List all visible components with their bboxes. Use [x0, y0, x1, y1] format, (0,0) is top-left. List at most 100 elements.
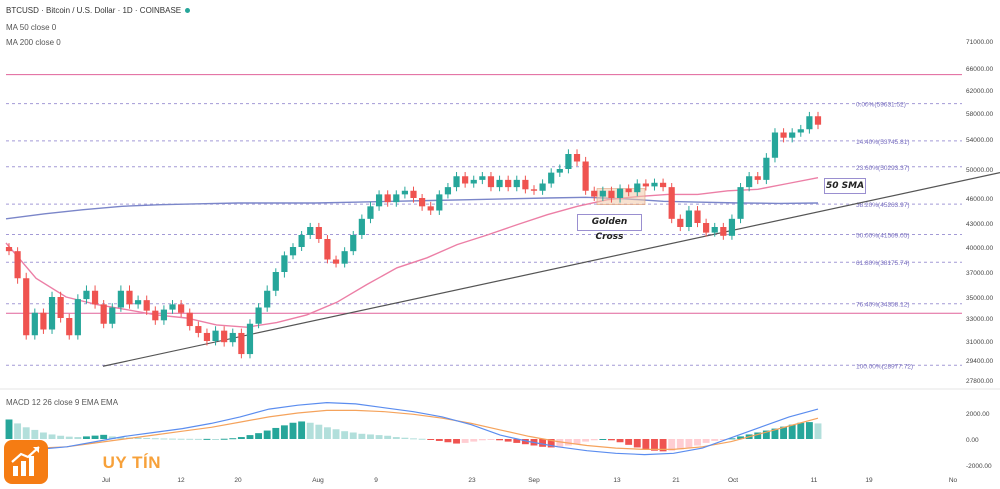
macd-bar: [728, 438, 736, 440]
macd-bar: [194, 438, 202, 440]
macd-bar: [332, 429, 340, 439]
macd-bar: [117, 437, 125, 439]
candle-body: [616, 188, 624, 198]
macd-bar: [780, 426, 788, 439]
time-tick-label: 9: [374, 477, 378, 484]
macd-bar: [625, 439, 633, 445]
macd-bar: [134, 437, 142, 439]
golden-cross-label: Golden Cross: [577, 214, 642, 242]
macd-bar: [676, 439, 684, 450]
price-tick-label: 27800.00: [966, 378, 993, 385]
candle-body: [23, 278, 30, 336]
candle-body: [548, 172, 555, 184]
candle-body: [83, 290, 90, 300]
macd-bar: [711, 439, 719, 441]
macd-bar: [513, 439, 521, 443]
candle-body: [14, 251, 21, 279]
macd-bar: [169, 438, 176, 440]
macd-histogram: [5, 419, 822, 452]
candle-body: [711, 227, 718, 233]
candle-body: [539, 183, 546, 191]
candle-body: [74, 299, 81, 336]
macd-bar: [100, 434, 108, 439]
price-tick-label: 43000.00: [966, 221, 993, 228]
candle-body: [634, 183, 641, 193]
candle-body: [642, 183, 649, 187]
macd-bar: [48, 434, 56, 439]
candle-body: [255, 307, 262, 324]
macd-bar: [65, 436, 73, 439]
macd-bar: [521, 439, 529, 445]
candle-body: [393, 194, 400, 203]
candle-body: [91, 290, 99, 305]
macd-bar: [547, 439, 555, 448]
macd-bar: [212, 439, 219, 440]
candle-body: [436, 194, 443, 211]
candle-body: [264, 290, 271, 308]
candle-body: [31, 312, 38, 336]
macd-bar: [599, 439, 607, 440]
support-trendline: [102, 172, 1000, 367]
macd-bar: [237, 437, 245, 439]
candle-body: [117, 290, 124, 308]
macd-bar: [255, 433, 263, 439]
sma50-label: 50 SMA: [824, 178, 866, 194]
macd-bar: [608, 439, 615, 441]
macd-bar: [306, 422, 314, 439]
macd-bar: [177, 438, 185, 440]
ma200-line: [5, 196, 819, 220]
logo-badge: [4, 440, 48, 484]
candle-body: [685, 210, 693, 227]
macd-bar: [358, 433, 366, 439]
candle-body: [694, 210, 701, 223]
candle-body: [272, 272, 279, 291]
macd-bar: [668, 439, 676, 451]
candle-body: [212, 330, 219, 341]
macd-bar: [633, 439, 641, 448]
macd-bar: [298, 421, 306, 439]
candle-body: [160, 309, 168, 321]
price-tick-label: 29400.00: [966, 358, 993, 365]
candle-body: [100, 304, 107, 324]
price-tick-label: 33000.00: [966, 316, 993, 323]
time-tick-label: Oct: [728, 477, 738, 484]
macd-bar: [478, 439, 486, 441]
ma200-legend: MA 200 close 0: [6, 38, 61, 47]
candle-body: [771, 132, 779, 158]
candle-body: [573, 154, 581, 162]
macd-bar: [31, 429, 39, 439]
macd-bar: [573, 439, 581, 445]
price-tick-label: 50000.00: [966, 167, 993, 174]
fib-label: 38.20%(45263.97): [856, 202, 910, 209]
candle-body: [677, 218, 684, 227]
time-tick-label: 23: [468, 477, 476, 484]
time-tick-label: 13: [613, 477, 621, 484]
macd-bar: [487, 439, 495, 440]
macd-bar: [392, 437, 400, 439]
price-tick-label: 58000.00: [966, 111, 993, 118]
time-tick-label: 12: [177, 477, 185, 484]
fibonacci-levels: 0.00%(59631.52) 14.40%(53745.81) 23.60%(50…: [6, 102, 962, 370]
candle-body: [470, 179, 477, 184]
price-tick-label: 54000.00: [966, 137, 993, 144]
macd-bar: [564, 439, 572, 446]
candle-body: [358, 218, 365, 235]
macd-bar: [375, 435, 383, 439]
price-axis: 71000.00 66000.00 62000.00 58000.00 54000.00…: [966, 39, 993, 385]
macd-bar: [616, 439, 624, 443]
watermark-logo: SÀN UY TÍN: [0, 436, 210, 488]
time-tick-label: 11: [811, 477, 818, 484]
macd-bar: [323, 427, 331, 439]
candle-body: [797, 129, 804, 133]
moving-averages: [5, 177, 819, 328]
candle-body: [40, 312, 47, 330]
candle-body: [332, 259, 340, 264]
macd-bar: [39, 432, 47, 439]
candle-body: [479, 176, 486, 180]
macd-bar: [14, 423, 22, 439]
time-tick-label: 20: [234, 477, 242, 484]
price-tick-label: 62000.00: [966, 88, 993, 95]
time-tick-label: 21: [672, 477, 680, 484]
macd-bar: [108, 436, 116, 439]
candle-body: [401, 190, 408, 195]
